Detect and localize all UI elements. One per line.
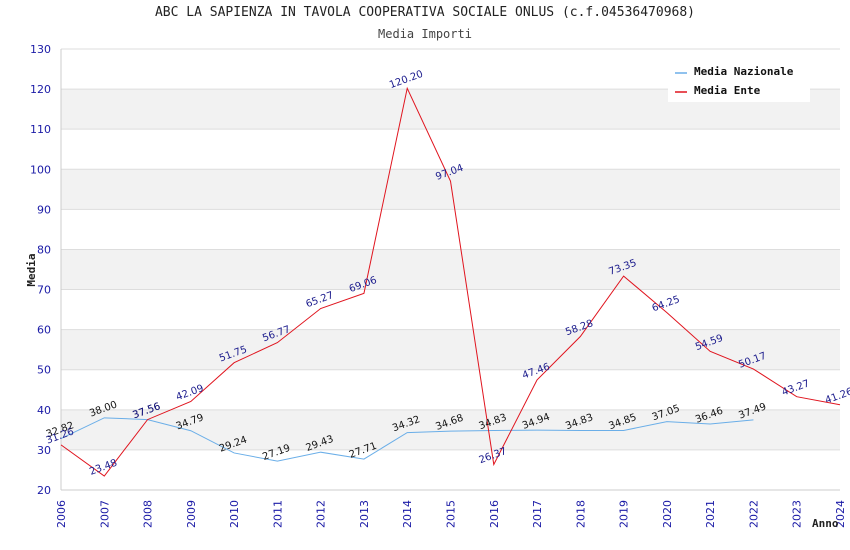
legend-label-media-nazionale: Media Nazionale: [694, 65, 794, 78]
series-line-media-nazionale: [60, 417, 754, 462]
y-tick-label: 110: [30, 123, 51, 136]
plot-band: [61, 409, 840, 450]
x-tick-label: 2020: [661, 500, 674, 528]
x-tick-label: 2022: [747, 500, 760, 528]
y-tick-label: 70: [37, 284, 51, 297]
x-tick-label: 2019: [618, 500, 631, 528]
plot-band: [61, 249, 840, 290]
plot-bands: [61, 49, 840, 490]
y-tick-label: 30: [37, 444, 51, 457]
x-tick-label: 2015: [445, 500, 458, 528]
y-tick-label: 20: [37, 484, 51, 497]
x-tick-label: 2012: [315, 500, 328, 528]
y-tick-label: 120: [30, 83, 51, 96]
x-tick-label: 2023: [791, 500, 804, 528]
x-tick-label: 2009: [185, 500, 198, 528]
x-tick-label: 2018: [574, 500, 587, 528]
plot-band: [61, 169, 840, 210]
x-tick-labels: 2006 2007 2008 2009 2010 2011 2012 2013 2014 2015…: [55, 500, 847, 528]
x-tick-label: 2011: [271, 500, 284, 528]
y-tick-label: 100: [30, 163, 51, 176]
legend: Media Nazionale Media Ente: [668, 58, 810, 102]
x-tick-label: 2007: [98, 500, 111, 528]
legend-label-media-ente: Media Ente: [694, 84, 761, 97]
x-tick-label: 2021: [704, 500, 717, 528]
y-tick-labels: 20 30 40 50 60 70 80 90 100 110 120 130: [30, 43, 51, 497]
x-tick-label: 2010: [228, 500, 241, 528]
plot-band: [61, 209, 840, 250]
y-tick-label: 60: [37, 324, 51, 337]
x-tick-label: 2008: [142, 500, 155, 528]
chart-subtitle: Media Importi: [378, 27, 472, 41]
plot-band: [61, 449, 840, 490]
plot-band: [61, 129, 840, 170]
x-tick-label: 2024: [834, 500, 847, 528]
y-tick-label: 50: [37, 364, 51, 377]
axes: [60, 49, 840, 491]
y-tick-label: 90: [37, 203, 51, 216]
plot-band: [61, 369, 840, 410]
y-axis-label: Media: [25, 253, 38, 286]
plot-band: [61, 329, 840, 370]
series-line-media-ente: [60, 86, 841, 477]
x-axis-label: Anno: [812, 517, 839, 530]
series-lines: [60, 86, 841, 477]
x-tick-label: 2006: [55, 500, 68, 528]
chart-title: ABC LA SAPIENZA IN TAVOLA COOPERATIVA SO…: [154, 5, 696, 20]
y-tick-label: 40: [37, 404, 51, 417]
y-tick-label: 130: [30, 43, 51, 56]
y-tick-label: 80: [37, 243, 51, 256]
x-tick-label: 2014: [401, 500, 414, 528]
x-tick-label: 2016: [488, 500, 501, 528]
x-tick-label: 2017: [531, 500, 544, 528]
plot-band: [61, 289, 840, 330]
x-tick-label: 2013: [358, 500, 371, 528]
legend-box: [668, 58, 810, 102]
